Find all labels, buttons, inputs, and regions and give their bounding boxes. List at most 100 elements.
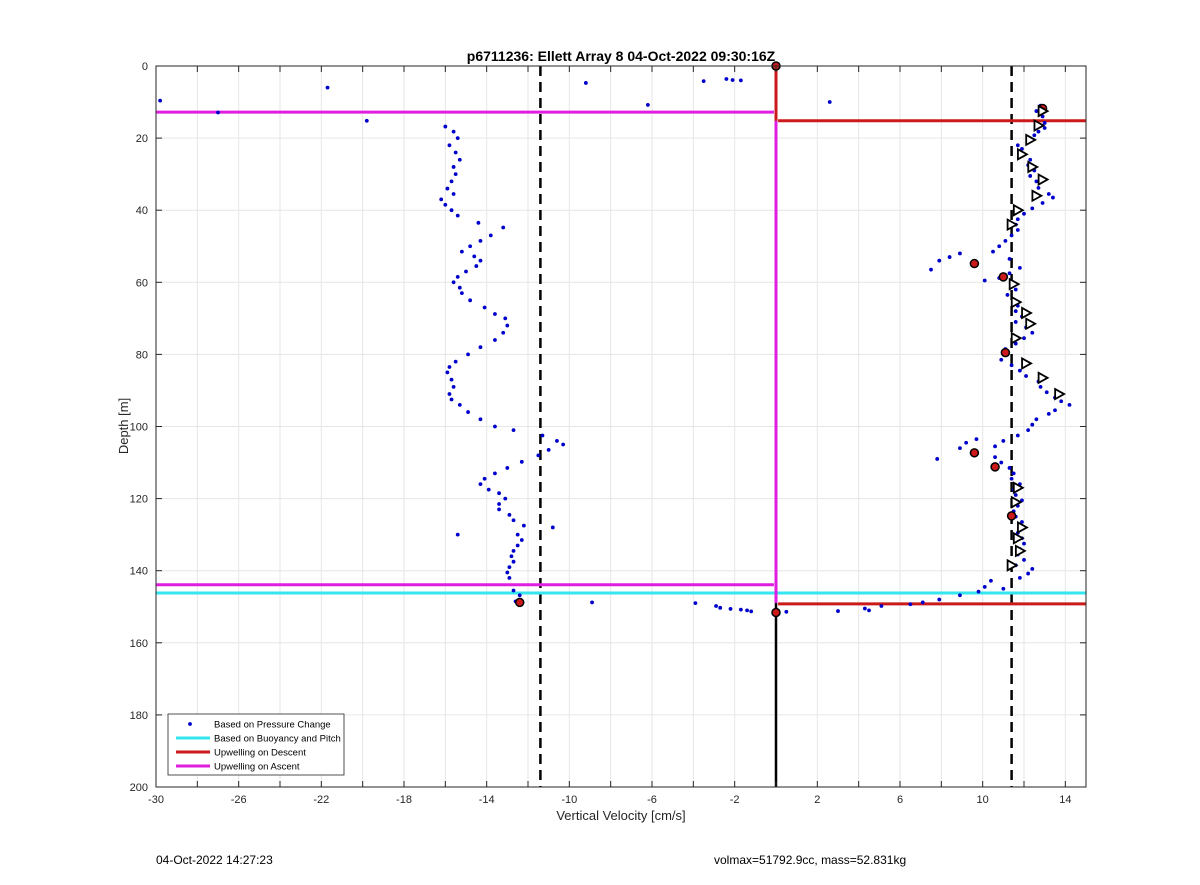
grid-lines — [155, 65, 1086, 788]
data-point — [1013, 287, 1018, 292]
data-point — [1020, 147, 1024, 151]
data-point — [989, 578, 993, 583]
triangle-marker — [1037, 173, 1050, 187]
triangle-marker — [1012, 203, 1025, 217]
data-point — [958, 593, 962, 598]
data-point — [937, 258, 942, 263]
data-point — [468, 244, 473, 249]
data-point — [457, 402, 462, 407]
data-point — [488, 233, 493, 238]
data-point — [501, 225, 506, 230]
data-point — [701, 79, 706, 84]
y-tick-label: 40 — [136, 205, 148, 217]
data-point — [1036, 129, 1041, 134]
footer-timestamp: 04-Oct-2022 14:27:23 — [156, 853, 273, 867]
event-marker — [1000, 347, 1011, 358]
data-point — [158, 98, 163, 103]
data-point — [836, 609, 840, 613]
data-point — [1040, 114, 1045, 119]
data-point — [714, 604, 718, 608]
x-axis-label: Vertical Velocity [cm/s] — [556, 808, 685, 823]
data-point — [455, 136, 460, 141]
data-point — [784, 609, 789, 614]
data-point — [583, 81, 588, 85]
x-tick-label: 14 — [1059, 794, 1071, 806]
data-point — [958, 251, 962, 256]
data-point — [974, 437, 979, 442]
data-point — [478, 482, 483, 487]
legend-label: Upwelling on Descent — [214, 748, 306, 759]
data-point — [1026, 571, 1031, 576]
data-point — [511, 588, 516, 593]
data-point — [493, 312, 497, 316]
data-point — [466, 352, 470, 357]
x-tick-label: -14 — [479, 794, 495, 806]
data-point — [521, 523, 526, 528]
data-point — [1034, 109, 1039, 113]
data-point — [497, 491, 501, 496]
data-point — [997, 244, 1002, 249]
data-point — [486, 487, 491, 492]
data-point — [1040, 201, 1045, 205]
data-point — [519, 538, 524, 542]
pressure-change-points — [158, 77, 1072, 615]
data-point — [1015, 143, 1020, 148]
x-tick-label: -2 — [730, 794, 740, 806]
chart-title: p6711236: Ellett Array 8 04-Oct-2022 09:… — [467, 48, 776, 64]
data-point — [482, 305, 487, 310]
x-tick-label: 6 — [897, 794, 903, 806]
event-marker — [1006, 511, 1017, 521]
data-point — [1007, 466, 1012, 470]
data-point — [451, 129, 456, 134]
data-point — [1022, 541, 1026, 546]
data-point — [1044, 390, 1049, 395]
data-point — [472, 254, 477, 259]
data-point — [745, 608, 749, 613]
data-point — [1022, 211, 1026, 216]
y-tick-label: 60 — [136, 277, 148, 289]
data-point — [1024, 374, 1028, 378]
triangle-marker — [1012, 481, 1025, 495]
triangle-marker — [1014, 544, 1027, 558]
data-point — [478, 345, 483, 350]
triangle-marker — [1037, 104, 1050, 118]
data-point — [999, 460, 1004, 465]
data-point — [511, 518, 516, 523]
x-tick-label: -10 — [561, 794, 577, 806]
footer-volmax-mass: volmax=51792.9cc, mass=52.831kg — [714, 853, 907, 867]
data-point — [445, 370, 450, 375]
data-point — [1009, 476, 1014, 481]
data-point — [908, 602, 913, 607]
data-point — [827, 100, 832, 104]
x-tick-label: 10 — [977, 794, 989, 806]
data-point — [1034, 179, 1039, 184]
data-point — [449, 397, 454, 402]
data-point — [993, 455, 997, 460]
y-tick-label: 160 — [130, 638, 148, 650]
data-point — [507, 565, 512, 569]
legend: Based on Pressure Change Based on Buoyanc… — [167, 713, 345, 776]
data-point — [474, 264, 479, 268]
x-tick-label: -18 — [396, 794, 412, 806]
data-point — [497, 502, 501, 506]
data-point — [982, 585, 987, 589]
data-point — [1017, 576, 1022, 580]
data-point — [546, 448, 551, 452]
data-point — [991, 249, 995, 254]
y-tick-label: 20 — [136, 133, 148, 145]
data-point — [507, 512, 512, 517]
data-point — [937, 597, 942, 602]
data-point — [862, 606, 867, 611]
data-point — [1020, 520, 1024, 524]
data-point — [509, 554, 514, 559]
data-point — [459, 249, 464, 254]
event-marker — [969, 448, 980, 458]
y-tick-label: 120 — [130, 494, 148, 506]
data-point — [1030, 566, 1035, 571]
data-point — [1001, 439, 1006, 443]
data-point — [879, 604, 884, 608]
triangle-marker — [1017, 147, 1029, 161]
data-point — [451, 192, 456, 196]
data-point — [935, 457, 940, 461]
data-point — [493, 424, 497, 429]
